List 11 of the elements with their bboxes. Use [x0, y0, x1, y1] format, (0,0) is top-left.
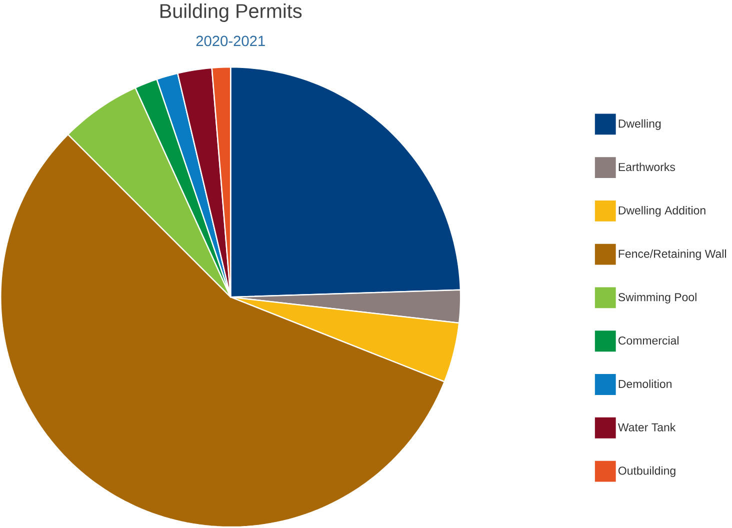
legend-label: Dwelling Addition [618, 206, 706, 217]
legend-label: Dwelling [618, 119, 661, 130]
chart-subtitle: 2020-2021 [196, 36, 265, 46]
legend-label: Swimming Pool [618, 292, 696, 304]
legend-label: Fence/Retaining Wall [618, 250, 726, 260]
legend-label: Outbuilding [618, 466, 676, 478]
legend-label: Commercial [618, 336, 678, 345]
chart-title: Building Permits [160, 4, 302, 22]
legend-label: Earthworks [618, 162, 675, 172]
legend-label: Water Tank [618, 423, 676, 432]
legend-label: Demolition [618, 380, 672, 388]
